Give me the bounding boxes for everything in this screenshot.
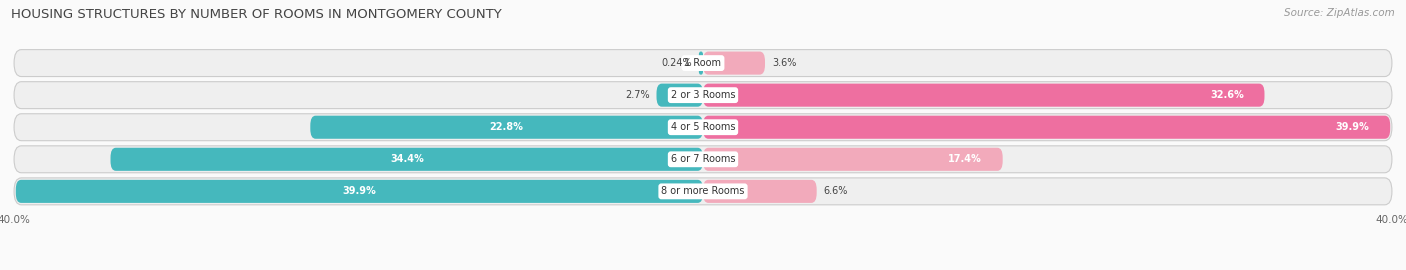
Text: HOUSING STRUCTURES BY NUMBER OF ROOMS IN MONTGOMERY COUNTY: HOUSING STRUCTURES BY NUMBER OF ROOMS IN… xyxy=(11,8,502,21)
FancyBboxPatch shape xyxy=(699,52,703,75)
Text: 2 or 3 Rooms: 2 or 3 Rooms xyxy=(671,90,735,100)
FancyBboxPatch shape xyxy=(14,50,1392,77)
FancyBboxPatch shape xyxy=(14,82,1392,109)
FancyBboxPatch shape xyxy=(703,180,817,203)
Text: 22.8%: 22.8% xyxy=(489,122,523,132)
FancyBboxPatch shape xyxy=(703,148,1002,171)
Text: 17.4%: 17.4% xyxy=(948,154,981,164)
Text: Source: ZipAtlas.com: Source: ZipAtlas.com xyxy=(1284,8,1395,18)
FancyBboxPatch shape xyxy=(14,146,1392,173)
FancyBboxPatch shape xyxy=(703,52,765,75)
Text: 39.9%: 39.9% xyxy=(1336,122,1369,132)
Text: 2.7%: 2.7% xyxy=(626,90,650,100)
FancyBboxPatch shape xyxy=(14,114,1392,141)
Text: 6 or 7 Rooms: 6 or 7 Rooms xyxy=(671,154,735,164)
Text: 0.24%: 0.24% xyxy=(661,58,692,68)
FancyBboxPatch shape xyxy=(703,116,1391,139)
Text: 4 or 5 Rooms: 4 or 5 Rooms xyxy=(671,122,735,132)
FancyBboxPatch shape xyxy=(111,148,703,171)
Text: 39.9%: 39.9% xyxy=(343,186,377,196)
Text: 8 or more Rooms: 8 or more Rooms xyxy=(661,186,745,196)
FancyBboxPatch shape xyxy=(657,84,703,107)
Text: 1 Room: 1 Room xyxy=(685,58,721,68)
FancyBboxPatch shape xyxy=(703,84,1264,107)
Text: 34.4%: 34.4% xyxy=(389,154,423,164)
Text: 6.6%: 6.6% xyxy=(824,186,848,196)
FancyBboxPatch shape xyxy=(14,178,1392,205)
Text: 3.6%: 3.6% xyxy=(772,58,796,68)
FancyBboxPatch shape xyxy=(15,180,703,203)
Text: 32.6%: 32.6% xyxy=(1211,90,1244,100)
FancyBboxPatch shape xyxy=(311,116,703,139)
